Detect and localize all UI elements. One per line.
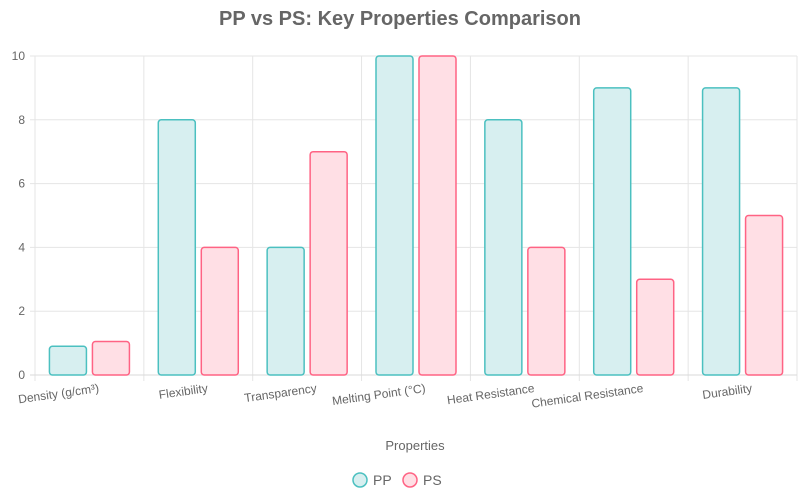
bar-ps-6[interactable]	[744, 214, 784, 376]
chart-title: PP vs PS: Key Properties Comparison	[219, 8, 581, 30]
legend-item-pp[interactable]: PP	[352, 472, 392, 488]
x-tick-label: Density (g/cm³)	[17, 381, 100, 406]
legend-swatch	[352, 472, 368, 488]
x-tick-label: Chemical Resistance	[531, 381, 645, 411]
x-tick-label: Heat Resistance	[446, 381, 535, 407]
bar-pp-4[interactable]	[484, 119, 523, 376]
x-tick-label: Flexibility	[158, 381, 209, 402]
y-tick-label: 6	[18, 177, 25, 191]
x-axis-title: Properties	[385, 438, 445, 453]
legend[interactable]: PP PS	[352, 472, 442, 488]
bar-pp-1[interactable]	[157, 119, 197, 376]
x-tick-label: Transparency	[243, 381, 317, 405]
bar-ps-3[interactable]	[418, 55, 457, 376]
bar-ps-2[interactable]	[309, 150, 348, 376]
legend-item-ps[interactable]: PS	[402, 472, 442, 488]
bar-pp-3[interactable]	[375, 55, 414, 376]
bar-ps-1[interactable]	[200, 246, 240, 376]
y-tick-label: 2	[18, 304, 25, 318]
y-tick-label: 8	[18, 113, 25, 127]
legend-swatch	[402, 472, 418, 488]
bar-pp-2[interactable]	[266, 246, 305, 376]
y-tick-label: 4	[18, 240, 25, 254]
bar-ps-0[interactable]	[91, 340, 131, 376]
bar-pp-0[interactable]	[48, 345, 88, 376]
y-axis-ticks: 0 2 4 6 8 10	[12, 49, 26, 382]
legend-label: PP	[373, 472, 392, 488]
x-axis-ticks: Density (g/cm³) Flexibility Transparency Me…	[17, 381, 753, 411]
y-tick-label: 10	[12, 49, 26, 63]
x-tick-label: Melting Point (°C)	[331, 381, 426, 408]
bar-ps-4[interactable]	[527, 246, 566, 376]
bar-pp-6[interactable]	[701, 87, 741, 376]
bar-ps-5[interactable]	[635, 278, 675, 376]
x-tick-label: Durability	[702, 381, 753, 402]
legend-label: PS	[423, 472, 442, 488]
bars	[48, 55, 784, 376]
y-tick-label: 0	[18, 368, 25, 382]
bar-pp-5[interactable]	[592, 87, 632, 376]
